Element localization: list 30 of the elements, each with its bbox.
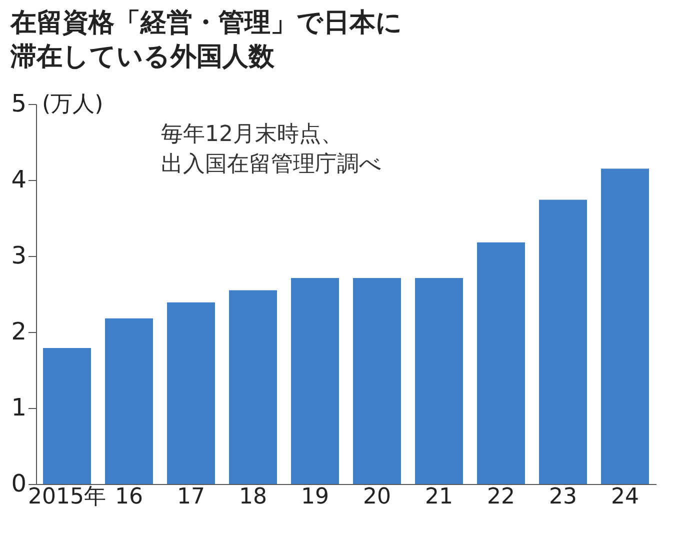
bar: [477, 242, 525, 484]
annotation: 出入国在留管理庁調べ: [161, 152, 382, 177]
y-tick-label: 0: [11, 470, 26, 498]
x-tick-label: 24: [611, 484, 639, 510]
bar: [291, 278, 339, 484]
bar: [415, 278, 463, 484]
x-tick-label: 17: [177, 484, 205, 510]
x-tick-label: 20: [363, 484, 391, 510]
bar: [167, 302, 215, 484]
x-tick-label: 2015年: [28, 484, 106, 510]
bar: [229, 290, 277, 484]
y-tick-label: 3: [11, 242, 26, 270]
x-tick-label: 16: [115, 484, 143, 510]
bar: [601, 168, 649, 484]
y-tick-label: 5: [11, 90, 26, 118]
y-axis-title: (万人): [42, 92, 104, 117]
y-tick-label: 2: [11, 318, 26, 346]
x-tick-label: 21: [425, 484, 453, 510]
bar: [539, 200, 587, 484]
x-tick-label: 23: [549, 484, 577, 510]
y-tick-label: 4: [11, 166, 26, 194]
chart-title: 在留資格「経営・管理」で日本に滞在している外国人数: [10, 8, 403, 72]
x-tick-label: 19: [301, 484, 329, 510]
x-tick-label: 22: [487, 484, 515, 510]
annotation: 毎年12月末時点、: [161, 122, 343, 147]
bar: [105, 318, 153, 484]
bar: [353, 278, 401, 484]
bar: [43, 348, 91, 484]
y-tick-label: 1: [11, 394, 26, 422]
x-tick-label: 18: [239, 484, 267, 510]
